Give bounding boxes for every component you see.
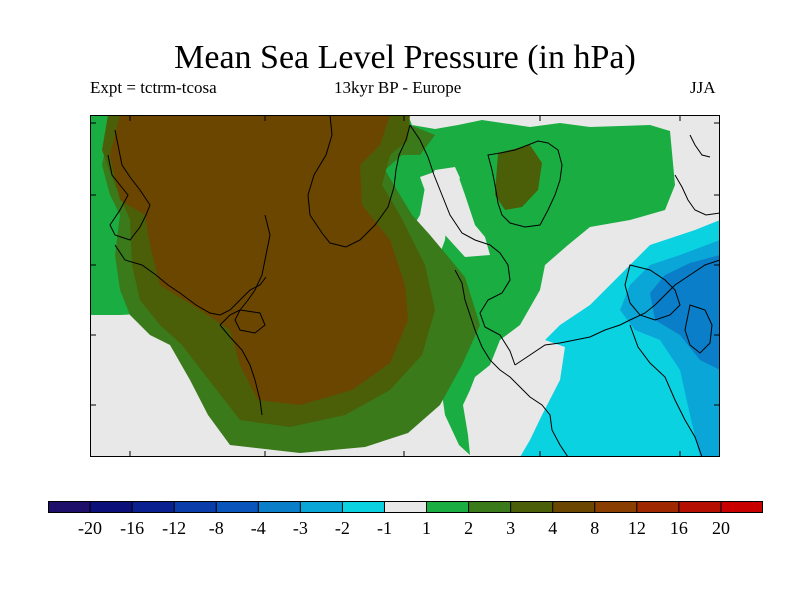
legend-swatch bbox=[720, 501, 763, 513]
coast-iceland bbox=[234, 309, 266, 334]
coast-baltic bbox=[487, 140, 563, 228]
coast-iberia bbox=[219, 324, 263, 416]
legend-swatch bbox=[594, 501, 638, 513]
legend-swatch bbox=[678, 501, 722, 513]
legend-swatch bbox=[384, 501, 428, 513]
legend-swatch bbox=[342, 501, 385, 513]
legend-tick-label: -8 bbox=[208, 518, 224, 538]
legend-swatch bbox=[468, 501, 512, 513]
pressure-zone-blue bbox=[650, 255, 720, 370]
legend-tick-label: 4 bbox=[548, 518, 558, 538]
legend-swatch bbox=[216, 501, 259, 513]
legend-tick-label: -20 bbox=[78, 518, 103, 538]
legend-colorbar bbox=[48, 501, 763, 513]
coast-northeast bbox=[674, 174, 720, 216]
legend-colorbar-svg bbox=[48, 501, 763, 513]
legend-tick-label: -16 bbox=[120, 518, 145, 538]
legend-tick-label: -12 bbox=[162, 518, 187, 538]
legend-swatch bbox=[300, 501, 343, 513]
legend-tick-label: -3 bbox=[292, 518, 308, 538]
coast-mediterranean bbox=[514, 259, 720, 366]
coast-continent bbox=[454, 269, 569, 457]
pressure-map bbox=[90, 115, 720, 457]
pressure-zone-brown bbox=[110, 115, 408, 405]
legend-tick-label: 3 bbox=[506, 518, 516, 538]
season-label: JJA bbox=[690, 78, 716, 97]
legend-swatch bbox=[552, 501, 596, 513]
coast-ice-sheet bbox=[219, 214, 271, 326]
legend-tick-label: -4 bbox=[250, 518, 266, 538]
legend-swatch bbox=[174, 501, 217, 513]
coast-norway bbox=[307, 115, 411, 248]
legend-tick-label: -2 bbox=[334, 518, 350, 538]
coastlines bbox=[107, 115, 720, 457]
map-frame bbox=[90, 115, 720, 457]
legend-tick-label: 20 bbox=[711, 518, 730, 538]
coast-black-sea bbox=[624, 264, 681, 321]
legend-tick-label: 1 bbox=[422, 518, 432, 538]
pressure-zone-neutral-east bbox=[675, 115, 720, 225]
chart-title: Mean Sea Level Pressure (in hPa) bbox=[174, 39, 636, 76]
coast-eastern-inland bbox=[629, 324, 703, 457]
pressure-zone-neutral-channel bbox=[420, 170, 490, 257]
legend-labels: -20 -16 -12 -8 -4 -3 -2 -1 1 2 3 4 8 12 16 20 bbox=[0, 517, 800, 541]
legend-border bbox=[48, 501, 763, 513]
legend-tick-label: 2 bbox=[464, 518, 474, 538]
legend-tick-label: 8 bbox=[590, 518, 600, 538]
coast-caspian bbox=[684, 304, 713, 354]
coast-northeast-small bbox=[689, 134, 711, 158]
pressure-map-svg bbox=[90, 115, 720, 457]
coast-greenland bbox=[107, 129, 151, 241]
legend-swatch bbox=[510, 501, 554, 513]
legend-swatch bbox=[48, 501, 91, 513]
map-border bbox=[90, 115, 720, 457]
legend-swatch bbox=[426, 501, 470, 513]
legend-swatch bbox=[636, 501, 680, 513]
pressure-zone-north-olive bbox=[495, 145, 542, 210]
period-label: 13kyr BP - Europe bbox=[334, 78, 462, 97]
coast-scandinavia-east bbox=[409, 124, 516, 366]
legend-tick-label: 16 bbox=[669, 518, 688, 538]
legend-swatch bbox=[90, 501, 133, 513]
legend-swatch bbox=[132, 501, 175, 513]
coast-labrador bbox=[114, 244, 267, 316]
legend-swatch bbox=[258, 501, 301, 513]
experiment-label: Expt = tctrm-tcosa bbox=[90, 78, 217, 97]
tick-marks bbox=[90, 115, 720, 457]
legend-tick-label: -1 bbox=[376, 518, 392, 538]
legend-tick-label: 12 bbox=[627, 518, 646, 538]
